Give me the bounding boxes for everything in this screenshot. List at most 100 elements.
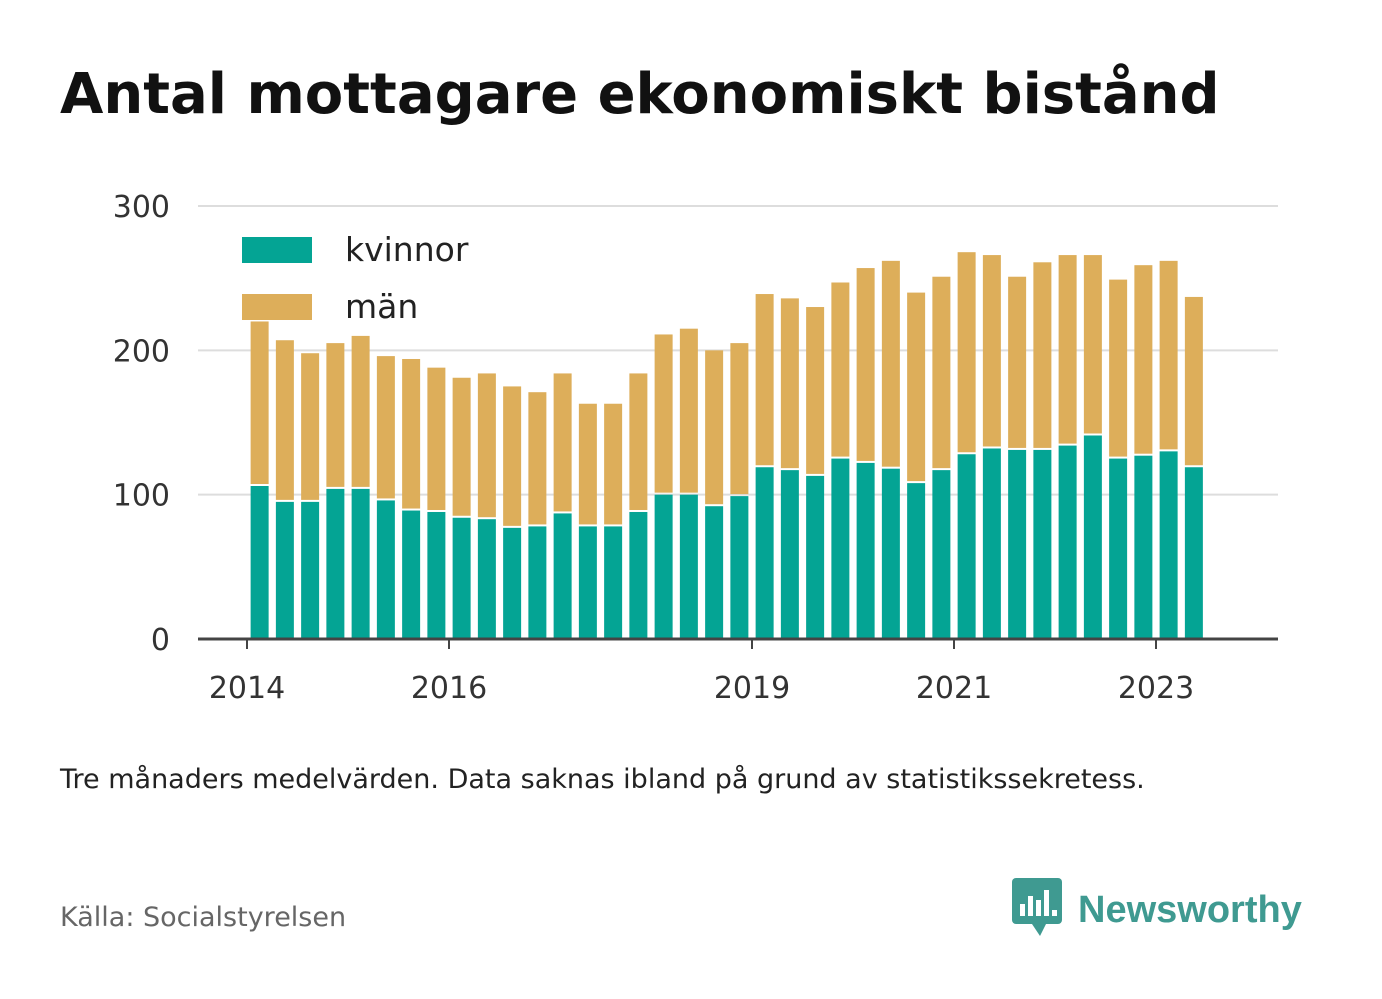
bar-kvinnor bbox=[831, 458, 850, 639]
bar-man bbox=[982, 255, 1001, 447]
bar-man bbox=[1008, 276, 1027, 448]
y-tick-label: 200 bbox=[113, 334, 170, 369]
page-title: Antal mottagare ekonomiskt bistånd bbox=[60, 62, 1220, 127]
bar-man bbox=[1159, 260, 1178, 450]
bar-man bbox=[755, 294, 774, 466]
bar-man bbox=[730, 343, 749, 495]
bar-man bbox=[806, 307, 825, 474]
bar-kvinnor bbox=[528, 526, 547, 639]
bar-kvinnor bbox=[806, 475, 825, 639]
x-tick-label: 2023 bbox=[1118, 671, 1194, 706]
bar-kvinnor bbox=[477, 519, 496, 639]
bar-kvinnor bbox=[351, 488, 370, 639]
bar-kvinnor bbox=[679, 494, 698, 639]
bar-man bbox=[831, 282, 850, 457]
bar-man bbox=[1109, 279, 1128, 457]
bar-kvinnor bbox=[1008, 449, 1027, 639]
bar-man bbox=[402, 358, 421, 509]
bar-man bbox=[301, 353, 320, 500]
newsworthy-logo-icon bbox=[1012, 878, 1066, 942]
bar-kvinnor bbox=[250, 486, 269, 639]
bar-man bbox=[679, 328, 698, 493]
x-tick-labels: 2014 2016 2019 2021 2023 bbox=[209, 639, 1194, 706]
bar-kvinnor bbox=[705, 506, 724, 639]
source-text: Källa: Socialstyrelsen bbox=[60, 902, 347, 933]
y-tick-labels: 0 100 200 300 bbox=[113, 190, 170, 658]
bar-kvinnor bbox=[402, 510, 421, 639]
bar-kvinnor bbox=[654, 494, 673, 639]
bar-man bbox=[250, 321, 269, 485]
bar-man bbox=[427, 367, 446, 510]
bars bbox=[198, 252, 1278, 641]
bar-man bbox=[1184, 296, 1203, 466]
bar-man bbox=[275, 340, 294, 500]
bar-kvinnor bbox=[881, 468, 900, 639]
bar-kvinnor bbox=[275, 501, 294, 639]
y-tick-label: 0 bbox=[151, 623, 170, 658]
brand-logo[interactable]: Newsworthy bbox=[1012, 878, 1302, 942]
bar-man bbox=[376, 356, 395, 499]
brand-name: Newsworthy bbox=[1078, 888, 1302, 931]
bar-man bbox=[503, 386, 522, 526]
bar-kvinnor bbox=[1033, 449, 1052, 639]
bar-man bbox=[957, 252, 976, 453]
bar-man bbox=[907, 292, 926, 482]
x-tick-label: 2014 bbox=[209, 671, 285, 706]
bar-kvinnor bbox=[553, 513, 572, 639]
bar-man bbox=[705, 350, 724, 505]
bar-kvinnor bbox=[730, 496, 749, 639]
bar-man bbox=[629, 373, 648, 510]
bar-man bbox=[351, 335, 370, 487]
bar-man bbox=[780, 298, 799, 469]
bar-man bbox=[578, 403, 597, 525]
bar-man bbox=[856, 268, 875, 461]
bar-kvinnor bbox=[629, 511, 648, 639]
bar-kvinnor bbox=[856, 462, 875, 639]
bar-kvinnor bbox=[780, 470, 799, 639]
bar-kvinnor bbox=[1083, 435, 1102, 639]
bar-kvinnor bbox=[1184, 467, 1203, 639]
bar-man bbox=[326, 343, 345, 487]
bar-kvinnor bbox=[578, 526, 597, 639]
bar-man bbox=[553, 373, 572, 512]
bar-man bbox=[654, 334, 673, 493]
bar-man bbox=[1083, 255, 1102, 434]
legend-label: män bbox=[345, 287, 418, 326]
bar-man bbox=[452, 377, 471, 516]
bar-man bbox=[528, 392, 547, 525]
bar-man bbox=[932, 276, 951, 469]
bar-kvinnor bbox=[755, 467, 774, 639]
legend-swatch bbox=[242, 294, 312, 320]
bar-kvinnor bbox=[503, 527, 522, 639]
bar-kvinnor bbox=[932, 470, 951, 639]
legend: kvinnor män bbox=[242, 230, 469, 326]
legend-man: män bbox=[242, 287, 418, 326]
y-tick-label: 100 bbox=[113, 479, 170, 514]
bar-man bbox=[1058, 255, 1077, 444]
bar-kvinnor bbox=[907, 483, 926, 639]
bar-kvinnor bbox=[427, 511, 446, 639]
legend-label: kvinnor bbox=[345, 230, 469, 269]
bar-man bbox=[604, 403, 623, 525]
x-tick-label: 2021 bbox=[916, 671, 992, 706]
bar-man bbox=[881, 260, 900, 467]
bar-man bbox=[1134, 265, 1153, 454]
bar-kvinnor bbox=[452, 517, 471, 639]
bar-kvinnor bbox=[1109, 458, 1128, 639]
bar-kvinnor bbox=[326, 488, 345, 639]
x-tick-label: 2019 bbox=[714, 671, 790, 706]
bar-kvinnor bbox=[1058, 445, 1077, 639]
bar-kvinnor bbox=[1134, 455, 1153, 639]
bar-kvinnor bbox=[1159, 451, 1178, 639]
legend-swatch bbox=[242, 237, 312, 263]
chart-note: Tre månaders medelvärden. Data saknas ib… bbox=[60, 764, 1145, 795]
x-tick-label: 2016 bbox=[411, 671, 487, 706]
bar-kvinnor bbox=[301, 501, 320, 639]
bar-kvinnor bbox=[376, 500, 395, 639]
legend-kvinnor: kvinnor bbox=[242, 230, 469, 269]
bar-kvinnor bbox=[604, 526, 623, 639]
y-tick-label: 300 bbox=[113, 190, 170, 225]
bar-man bbox=[1033, 262, 1052, 448]
bar-man bbox=[477, 373, 496, 518]
